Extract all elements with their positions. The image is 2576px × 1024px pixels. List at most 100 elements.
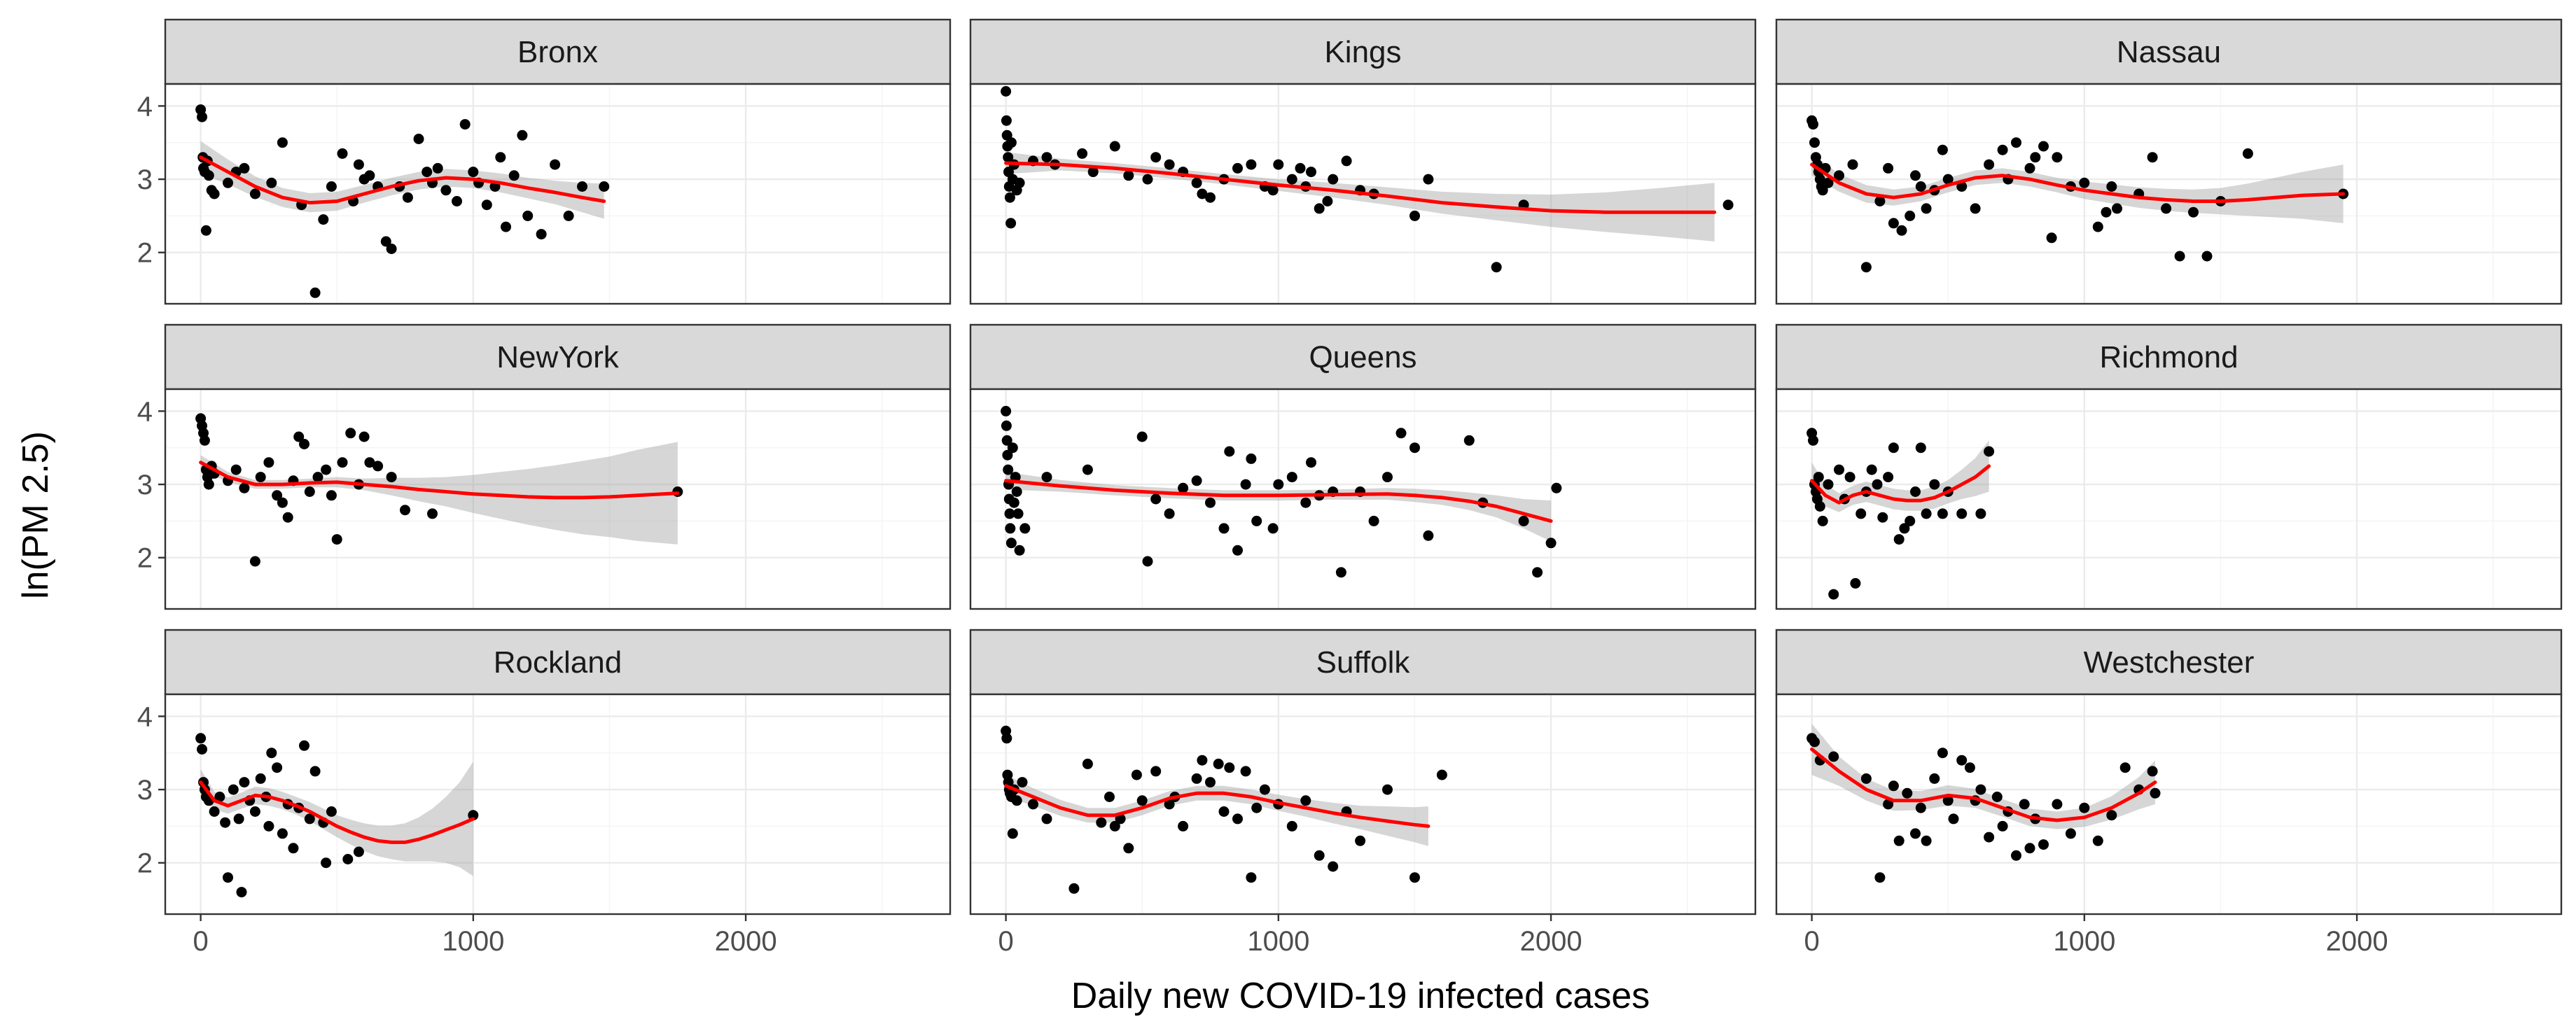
data-point (422, 167, 433, 178)
data-point (1942, 174, 1954, 185)
data-point (1150, 493, 1162, 505)
data-point (1004, 508, 1015, 519)
y-tick-label: 4 (137, 701, 153, 732)
data-point (1136, 795, 1148, 806)
data-point (321, 464, 332, 475)
smooth-line (199, 155, 606, 205)
data-point (1888, 780, 1899, 792)
data-point (427, 508, 438, 519)
data-point (223, 177, 233, 188)
panel-suffolk: Suffolk 0 1000 2000 (969, 629, 1757, 957)
facet-strip (164, 323, 952, 391)
data-point (1104, 792, 1115, 802)
data-point (1005, 218, 1017, 229)
x-tick-label: 0 (998, 926, 1013, 957)
data-point (1809, 137, 1820, 148)
data-point (2038, 141, 2049, 152)
data-point (312, 472, 323, 483)
data-point (1213, 758, 1224, 769)
y-axis-title: ln(PM 2.5) (15, 431, 56, 599)
data-point (1123, 170, 1134, 181)
data-point (1286, 472, 1297, 483)
data-point (2011, 850, 2021, 861)
smooth-line (1810, 162, 2346, 203)
data-point (2092, 221, 2103, 232)
data-point (309, 766, 321, 777)
facet-strip-label: Richmond (2099, 340, 2238, 374)
panel-richmond: Richmond (1775, 323, 2563, 610)
data-point (266, 748, 277, 759)
data-point (2119, 762, 2131, 773)
data-point (1197, 188, 1208, 199)
data-point (228, 784, 239, 795)
smooth-line (1004, 479, 1553, 523)
data-point (1335, 567, 1346, 578)
data-point (304, 813, 315, 825)
data-point (1984, 832, 1995, 843)
smooth-line (1004, 161, 1717, 214)
data-point (1218, 523, 1230, 534)
data-point (1518, 515, 1529, 526)
data-point (209, 188, 220, 199)
panel-border (164, 388, 952, 610)
data-point (1997, 820, 2008, 832)
data-point (2201, 251, 2213, 262)
facet-strip (1775, 629, 2563, 696)
data-point (1905, 210, 1916, 221)
data-point (1205, 497, 1216, 508)
data-point (1150, 152, 1162, 163)
data-point (203, 479, 214, 490)
panel-queens: Queens (969, 323, 1757, 610)
data-point (1012, 508, 1024, 519)
data-point (1409, 210, 1420, 221)
data-point (1019, 523, 1031, 534)
data-point (249, 556, 260, 567)
data-point (299, 740, 309, 751)
data-point (223, 872, 233, 883)
data-point (1087, 167, 1099, 178)
data-point (1014, 545, 1025, 556)
data-point (1142, 556, 1153, 567)
data-point (318, 214, 329, 225)
data-point (272, 762, 283, 773)
panel-background (1776, 694, 2561, 914)
x-tick-label: 2000 (715, 926, 777, 957)
data-point (1844, 472, 1856, 483)
data-point (1915, 181, 1926, 192)
x-tick-label: 0 (193, 926, 208, 957)
data-point (1007, 442, 1018, 454)
data-point (1834, 170, 1844, 181)
data-point (2052, 152, 2063, 163)
data-point (1003, 464, 1014, 475)
data-point (1001, 115, 1012, 126)
data-point (1314, 850, 1325, 861)
data-point (358, 431, 370, 442)
data-point (249, 188, 260, 199)
data-point (1205, 192, 1216, 203)
panel-westchester: Westchester 0 1000 2000 (1775, 629, 2563, 957)
data-point (1910, 828, 1921, 839)
data-point (1131, 769, 1142, 780)
data-point (1409, 442, 1420, 454)
data-point (452, 196, 462, 206)
data-point (1436, 769, 1447, 780)
data-point (2106, 181, 2117, 192)
y-tick-label: 3 (137, 470, 153, 500)
confidence-band (1811, 723, 2155, 829)
data-point (1915, 802, 1926, 813)
data-point (1240, 766, 1251, 777)
smooth-line (1810, 748, 2157, 822)
data-point (1001, 420, 1012, 431)
data-point (1491, 262, 1502, 273)
data-point (1273, 159, 1284, 170)
data-point (1817, 185, 1828, 196)
panel-nassau: Nassau (1775, 18, 2563, 305)
data-point (1860, 773, 1872, 784)
data-point (230, 464, 242, 475)
y-tick-label: 2 (137, 543, 153, 574)
smooth-line (199, 780, 475, 844)
data-point (1005, 538, 1017, 549)
data-point (1197, 755, 1208, 766)
data-point (1860, 262, 1872, 273)
data-point (1896, 225, 1907, 236)
